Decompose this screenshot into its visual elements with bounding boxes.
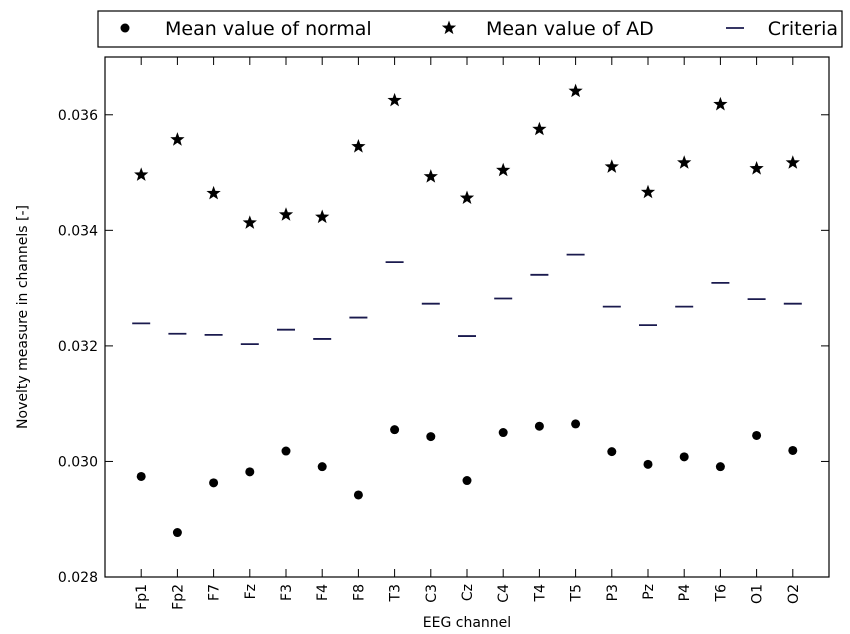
- legend-marker-0: [120, 23, 130, 33]
- legend: Mean value of normal Mean value of AD Crit…: [97, 10, 843, 48]
- y-axis: 0.028 0.030 0.032 0.034 0.036: [58, 108, 829, 586]
- x-axis: Fp1 Fp2 F7 Fz F3 F4 F8 T3 C3 Cz C4 T4 T5 P3 Pz P4 T6 O1 O2: [134, 57, 802, 610]
- series-1-point: [170, 132, 185, 146]
- x-tick-label: O1: [750, 584, 766, 604]
- series-1-point: [351, 139, 366, 153]
- series-0-point: [245, 467, 255, 477]
- series-0-point: [390, 425, 400, 435]
- legend-marker-1: [441, 20, 457, 35]
- series-1-point: [459, 190, 475, 205]
- x-tick-label: F3: [279, 584, 295, 601]
- legend-label-2: Criteria: [768, 18, 838, 40]
- y-tick-label: 0.036: [58, 108, 98, 124]
- x-tick-label: T6: [713, 584, 729, 603]
- series-1-point: [242, 215, 257, 229]
- y-axis-label: Novelty measure in channels [-]: [15, 205, 31, 429]
- series-1-point: [532, 121, 547, 136]
- series-0-point: [788, 445, 798, 455]
- x-tick-label: Cz: [460, 584, 476, 601]
- x-tick-label: C4: [496, 584, 512, 603]
- x-tick-label: Pz: [641, 584, 657, 600]
- y-tick-label: 0.028: [58, 570, 98, 586]
- y-tick-label: 0.030: [58, 454, 98, 470]
- series-1-point: [387, 92, 402, 107]
- series-0-point: [498, 428, 508, 438]
- series-0-point: [462, 476, 472, 486]
- series-1-point: [206, 185, 221, 200]
- x-tick-label: P4: [677, 584, 693, 601]
- series-1-point: [677, 155, 692, 169]
- series-0-point: [715, 462, 725, 472]
- series-0-point: [607, 447, 617, 457]
- y-tick-label: 0.032: [58, 339, 98, 355]
- series-0-point: [534, 421, 544, 431]
- series-1-point: [604, 159, 619, 173]
- series-1-point: [278, 207, 294, 221]
- series-1-point: [315, 209, 330, 224]
- series-1-point: [423, 169, 438, 183]
- series-0-point: [679, 452, 689, 462]
- series-1-point: [640, 184, 656, 199]
- plot-area: [104, 56, 830, 578]
- x-tick-label: F8: [351, 584, 367, 601]
- x-tick-label: Fp2: [170, 584, 186, 610]
- x-tick-label: T3: [388, 584, 404, 602]
- series-1-point: [496, 162, 511, 177]
- x-tick-label: F7: [207, 584, 223, 601]
- series-0-point: [426, 432, 436, 442]
- series-1-point: [134, 167, 149, 181]
- x-tick-label: T4: [532, 584, 548, 603]
- x-tick-label: Fz: [243, 584, 259, 599]
- series-1-point: [785, 155, 800, 169]
- legend-label-0: Mean value of normal: [165, 18, 372, 40]
- y-tick-label: 0.034: [58, 223, 98, 239]
- series-1-point: [749, 161, 764, 175]
- x-axis-label: EEG channel: [423, 615, 511, 631]
- series-0-point: [209, 478, 219, 488]
- x-tick-label: P3: [605, 584, 621, 601]
- legend-label-1: Mean value of AD: [486, 18, 654, 40]
- legend-box: [97, 10, 843, 48]
- series-0-point: [172, 528, 182, 538]
- series-1-point: [568, 83, 583, 98]
- x-tick-label: T5: [569, 584, 585, 602]
- series-1-point: [713, 96, 728, 111]
- x-tick-label: O2: [786, 584, 802, 604]
- series-0-point: [643, 459, 653, 469]
- series-0-point: [752, 430, 762, 440]
- series-0-point: [353, 490, 363, 500]
- series-0-point: [281, 446, 291, 456]
- x-tick-label: C3: [424, 584, 440, 603]
- series-0-point: [317, 462, 327, 472]
- x-tick-label: F4: [315, 584, 331, 601]
- series-0-point: [571, 419, 581, 429]
- series-0-point: [136, 471, 146, 481]
- x-tick-label: Fp1: [134, 584, 150, 610]
- data-marks: [132, 83, 802, 538]
